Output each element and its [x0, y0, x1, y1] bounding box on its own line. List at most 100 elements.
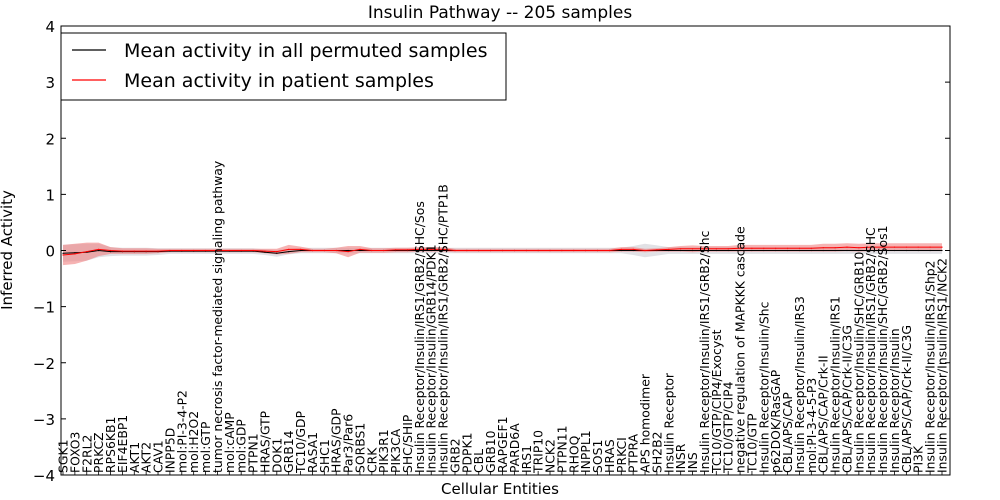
x-tick-label: TC10/GTP/CIP4 — [721, 381, 736, 474]
x-tick-label: HRAS/GDP — [329, 408, 344, 473]
point-series-0 — [882, 249, 884, 252]
y-tick-label: 3 — [45, 74, 55, 92]
point-series-1 — [632, 248, 634, 250]
point-series-1 — [513, 249, 516, 252]
point-series-1 — [406, 249, 409, 251]
x-tick-label: HRAS — [602, 439, 617, 473]
point-series-1 — [775, 247, 777, 249]
point-series-0 — [347, 249, 349, 252]
legend-label-permuted: Mean activity in all permuted samples — [124, 40, 487, 62]
point-series-1 — [846, 246, 848, 248]
point-series-1 — [858, 247, 860, 249]
point-series-0 — [359, 249, 361, 252]
point-series-0 — [632, 249, 634, 252]
point-series-1 — [490, 249, 492, 252]
x-tick-label: mol:GTP — [198, 421, 213, 473]
point-series-1 — [300, 248, 302, 250]
x-tick-labels: SGK1FOXO3F2RL2PRKCZRPS6KB1EIF4EBP1AKT1AK… — [56, 161, 950, 475]
x-tick-label: Insulin Receptor/Insulin/IRS1/GRB2/SHC — [863, 227, 878, 473]
x-tick-label: INSR — [673, 443, 688, 473]
x-tick-label: PTPRA — [626, 433, 641, 473]
x-tick-label: NCK2 — [543, 439, 558, 473]
point-series-0 — [810, 249, 812, 252]
x-tick-label: mol:GDP — [234, 419, 249, 473]
point-series-1 — [501, 249, 504, 252]
x-tick-label: TRIP10 — [531, 430, 546, 474]
point-series-1 — [442, 248, 444, 250]
point-series-1 — [145, 250, 147, 252]
point-series-1 — [478, 249, 480, 252]
point-series-0 — [822, 249, 824, 252]
x-tick-label: F2RL2 — [79, 435, 94, 473]
point-series-1 — [228, 249, 230, 252]
point-series-1 — [109, 249, 112, 252]
point-series-1 — [311, 249, 313, 252]
point-series-1 — [941, 246, 943, 248]
point-series-0 — [751, 249, 753, 252]
point-series-1 — [561, 249, 563, 252]
point-series-1 — [74, 253, 76, 255]
point-series-1 — [169, 249, 171, 252]
x-tick-label: INPP5D — [162, 428, 177, 473]
x-tick-label: PIK3R1 — [376, 429, 391, 473]
point-series-0 — [870, 249, 872, 252]
point-series-0 — [775, 249, 777, 252]
point-series-0 — [715, 249, 717, 252]
x-tick-label: PRKCZ — [91, 432, 106, 473]
x-tick-label: TC10/GTP/CIP4/Exocyst — [709, 329, 724, 474]
point-series-1 — [620, 248, 622, 250]
x-tick-label: Insulin Receptor/Insulin/IRS1/GRB2/Shc — [697, 230, 712, 473]
x-tick-label: Insulin Receptor/Insulin/IRS1/NCK2 — [935, 258, 950, 473]
point-series-0 — [858, 249, 860, 252]
x-tick-label: SGK1 — [56, 440, 71, 473]
point-series-1 — [739, 247, 741, 249]
y-axis-ticks: −4 −3 −2 −1 0 1 2 3 4 — [33, 18, 950, 485]
x-tick-label: mol:H2O2 — [186, 411, 201, 473]
point-series-1 — [133, 250, 135, 252]
point-series-0 — [787, 249, 789, 252]
x-tick-label: SHC/SHIP — [400, 414, 415, 473]
x-tick-label: Par3/Par6 — [341, 414, 356, 473]
y-tick-label: 2 — [45, 130, 55, 148]
point-series-0 — [834, 249, 836, 252]
x-tick-label: SH2B2 — [649, 432, 664, 473]
point-series-1 — [454, 249, 456, 252]
point-series-1 — [347, 251, 349, 253]
y-tick-label: −1 — [33, 299, 55, 317]
y-tick-label: 1 — [45, 186, 55, 204]
point-series-1 — [240, 249, 242, 252]
point-series-1 — [834, 247, 836, 249]
point-series-1 — [383, 249, 385, 252]
x-tick-label: GRB10 — [483, 430, 498, 473]
x-tick-label: EIF4EBP1 — [115, 415, 130, 473]
point-series-0 — [893, 249, 896, 252]
point-series-0 — [798, 249, 801, 252]
x-tick-label: Insulin Receptor/Insulin/IRS1/GRB2/SHC/S… — [412, 201, 427, 473]
x-tick-label: Insulin Receptor/Insulin/IRS1/GRB2/SHC/P… — [436, 184, 451, 473]
x-tick-label: PTPN11 — [554, 425, 569, 473]
x-tick-label: PTPN1 — [246, 433, 261, 473]
point-series-1 — [763, 247, 765, 249]
point-series-1 — [882, 246, 884, 248]
point-series-1 — [608, 249, 611, 252]
point-series-1 — [537, 249, 539, 252]
x-tick-label: SHC1 — [317, 439, 332, 473]
x-tick-label: AKT2 — [139, 442, 154, 473]
x-tick-label: HRAS/GTP — [257, 410, 272, 473]
x-tick-label: CBL — [471, 449, 486, 473]
y-axis-label: Inferred Activity — [0, 190, 16, 310]
point-series-0 — [929, 249, 931, 252]
x-tick-label: APS homodimer — [638, 373, 653, 473]
point-series-0 — [264, 251, 266, 253]
point-series-1 — [893, 246, 896, 248]
point-series-0 — [620, 249, 622, 252]
point-series-1 — [596, 249, 599, 252]
point-series-1 — [656, 249, 658, 251]
x-tick-label: GRB2 — [448, 438, 463, 473]
point-series-0 — [430, 249, 432, 252]
x-tick-label: Insulin Receptor/Insulin — [887, 328, 902, 473]
x-tick-label: CBL/APS/CAP/Crk-II — [816, 355, 831, 473]
x-tick-label: CRK — [364, 447, 379, 473]
point-series-0 — [300, 249, 302, 252]
